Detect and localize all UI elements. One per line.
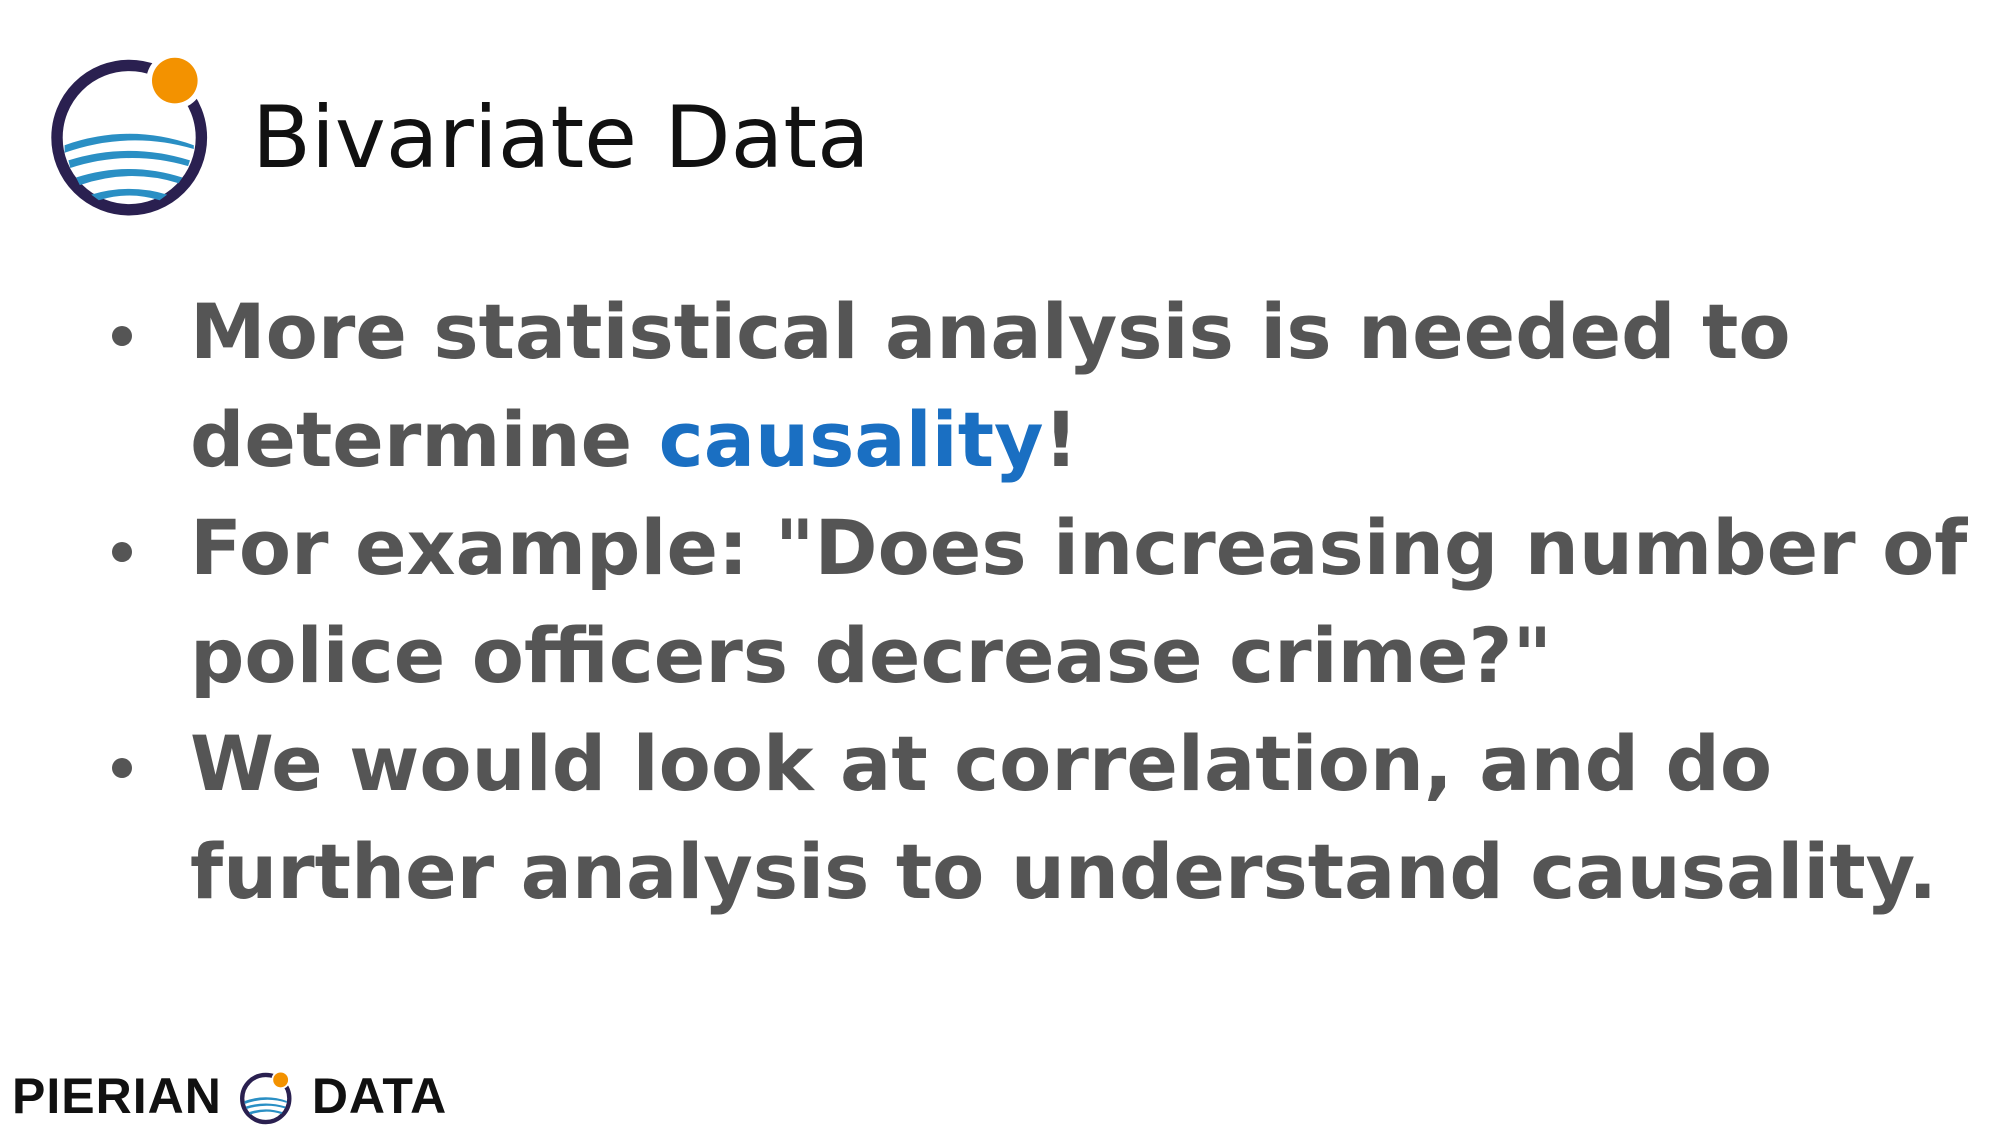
bullet-text-before: For example: "Does increasing number of … [190,503,1968,700]
bullet-text-before: More statistical analysis is needed to d… [190,287,1791,484]
bullet-item: More statistical analysis is needed to d… [112,278,1972,494]
slide-title: Bivariate Data [252,88,870,188]
bullet-text-before: We would look at correlation, and do fur… [190,719,1938,916]
footer-brand: PIERIAN DATA [12,1066,447,1125]
bullet-list: More statistical analysis is needed to d… [112,278,1972,926]
pierian-data-logo-icon [239,1070,292,1125]
bullet-text: More statistical analysis is needed to d… [190,287,1791,484]
bullet-item: For example: "Does increasing number of … [112,494,1972,710]
bullet-text: For example: "Does increasing number of … [190,503,1967,700]
footer-brand-right: DATA [311,1068,448,1124]
pierian-data-logo-icon [51,52,208,216]
bullet-text-after: ! [1043,395,1079,484]
bullet-item: We would look at correlation, and do fur… [112,710,1972,926]
highlight-term: causality [658,395,1044,484]
footer-brand-left: PIERIAN [12,1068,222,1124]
bullet-text: We would look at correlation, and do fur… [190,719,1937,916]
bullet-dot-icon [112,326,132,346]
bullet-dot-icon [112,542,132,562]
bullet-dot-icon [112,758,132,778]
